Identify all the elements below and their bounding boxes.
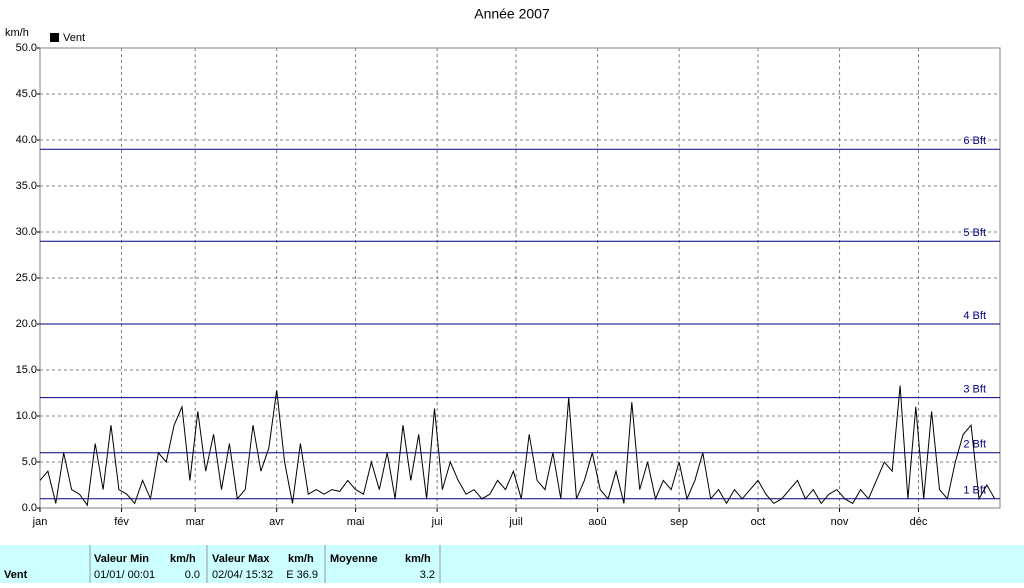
y-tick-label: 50.0 [16, 42, 37, 54]
reference-label: 5 Bft [963, 227, 986, 239]
x-tick-label: avr [269, 516, 285, 528]
reference-label: 2 Bft [963, 439, 986, 451]
y-tick-label: 40.0 [16, 134, 37, 146]
y-tick-label: 45.0 [16, 88, 37, 100]
x-tick-label: déc [910, 516, 928, 528]
table-unit: km/h [170, 553, 196, 565]
reference-label: 6 Bft [963, 135, 986, 147]
x-tick-label: mai [347, 516, 365, 528]
x-tick-label: nov [831, 516, 849, 528]
table-value: 0.0 [185, 569, 200, 581]
table-header: Valeur Min [94, 553, 149, 565]
data-line [39, 385, 996, 507]
y-tick-label: 20.0 [16, 318, 37, 330]
x-tick-label: juil [508, 516, 522, 528]
x-tick-label: aoû [588, 516, 606, 528]
reference-label: 4 Bft [963, 310, 986, 322]
y-tick-label: 35.0 [16, 180, 37, 192]
y-unit-label: km/h [5, 27, 29, 39]
y-tick-label: 5.0 [22, 456, 37, 468]
table-date: 02/04/ 15:32 [212, 569, 273, 581]
table-value: E 36.9 [286, 569, 318, 581]
legend-swatch [50, 33, 59, 42]
x-tick-label: jui [431, 516, 443, 528]
table-row-label: Vent [4, 569, 28, 581]
x-tick-label: jan [32, 516, 48, 528]
table-date: 01/01/ 00:01 [94, 569, 155, 581]
table-unit: km/h [405, 553, 431, 565]
chart-title: Année 2007 [474, 6, 550, 22]
y-tick-label: 0.0 [22, 502, 37, 514]
legend-label: Vent [63, 32, 85, 44]
y-tick-label: 25.0 [16, 272, 37, 284]
table-header: Moyenne [330, 553, 378, 565]
x-tick-label: mar [186, 516, 205, 528]
x-tick-label: sep [670, 516, 688, 528]
stats-background [0, 545, 1024, 583]
reference-label: 1 Bft [963, 485, 986, 497]
x-tick-label: fév [114, 516, 129, 528]
y-tick-label: 15.0 [16, 364, 37, 376]
table-header: Valeur Max [212, 553, 270, 565]
table-value: 3.2 [420, 569, 435, 581]
reference-label: 3 Bft [963, 384, 986, 396]
x-tick-label: oct [751, 516, 766, 528]
table-unit: km/h [288, 553, 314, 565]
y-tick-label: 10.0 [16, 410, 37, 422]
y-tick-label: 30.0 [16, 226, 37, 238]
